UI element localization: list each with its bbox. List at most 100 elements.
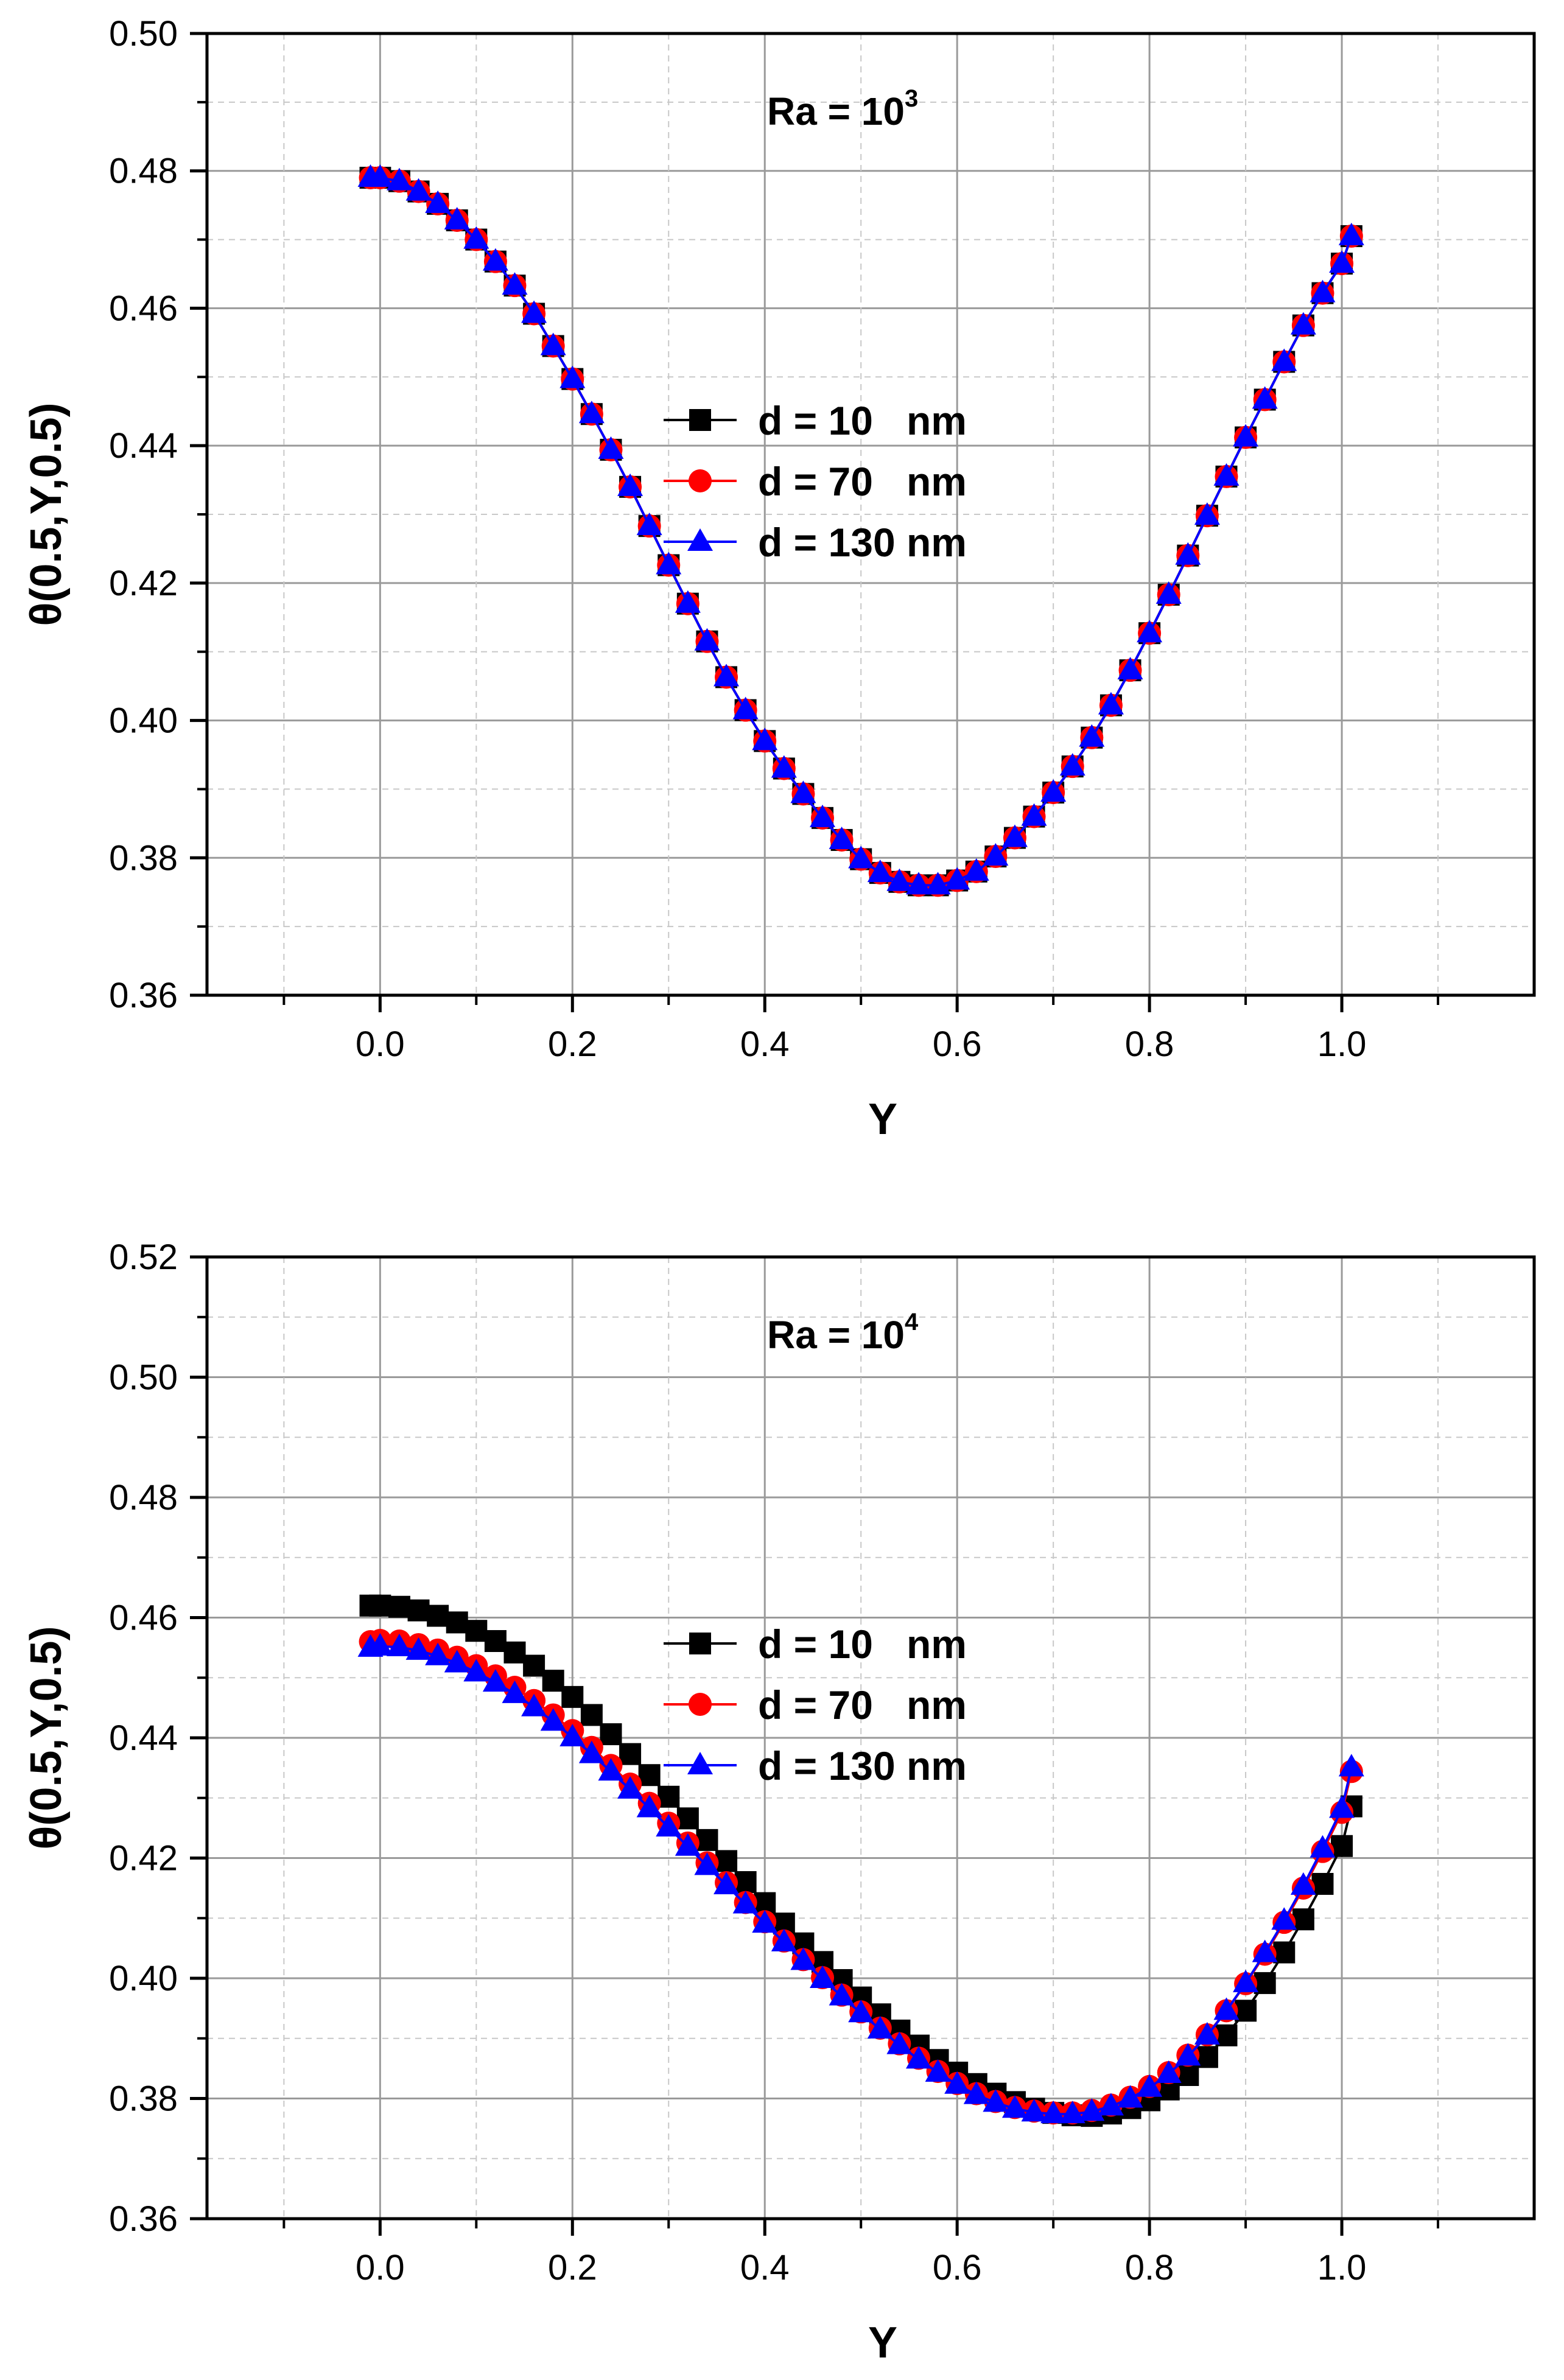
bottom-data-point-2 (675, 1833, 701, 1856)
top-x-tick-label: 0.6 (933, 1024, 982, 1064)
bottom-annotation: Ra = 104 (767, 1309, 919, 1357)
bottom-x-tick-label: 0.0 (356, 2248, 405, 2287)
top-data-point-2 (656, 551, 682, 575)
bottom-data-point-2 (405, 1637, 432, 1660)
top-data-point-2 (771, 755, 797, 778)
bottom-data-point-2 (694, 1852, 720, 1875)
top-data-point-2 (944, 867, 970, 890)
top-data-point-2 (1233, 424, 1259, 447)
top-annotation: Ra = 103 (767, 85, 918, 133)
bottom-series-2 (357, 1633, 1364, 2124)
top-data-point-2 (521, 300, 547, 323)
top-y-axis-label: θ(0.5,Y,0.5) (22, 402, 71, 626)
bottom-data-point-2 (1059, 2101, 1085, 2124)
top-data-point-2 (482, 248, 508, 271)
bottom-data-point-2 (790, 1947, 816, 1970)
top-y-tick-label: 0.38 (109, 838, 178, 878)
bottom-legend-label-1: d = 70 nm (758, 1682, 967, 1727)
top-x-tick-label: 0.4 (740, 1024, 790, 1064)
bottom-data-point-0 (676, 1807, 699, 1830)
bottom-data-point-2 (829, 1983, 855, 2006)
bottom-data-point-2 (386, 1633, 412, 1656)
top-data-point-2 (675, 590, 701, 613)
bottom-legend-marker-1 (689, 1693, 712, 1716)
top-y-tick-label: 0.48 (109, 152, 178, 191)
top-data-point-2 (1310, 279, 1336, 303)
bottom-data-point-0 (369, 1594, 391, 1617)
bottom-y-tick-label: 0.48 (109, 1478, 178, 1517)
bottom-x-tick-label: 0.4 (740, 2248, 790, 2287)
bottom-data-point-0 (427, 1605, 449, 1627)
bottom-x-tick-label: 1.0 (1317, 2248, 1367, 2287)
top-data-point-2 (905, 872, 931, 895)
bottom-data-point-2 (1310, 1835, 1336, 1858)
bottom-legend-marker-0 (689, 1633, 711, 1654)
bottom-data-point-0 (580, 1704, 603, 1726)
top-y-tick-label: 0.36 (109, 976, 178, 1015)
top-data-point-2 (1271, 348, 1297, 371)
bottom-data-point-2 (617, 1776, 643, 1799)
bottom-y-tick-label: 0.52 (109, 1237, 178, 1277)
bottom-data-point-2 (1001, 2095, 1028, 2118)
bottom-data-point-2 (521, 1693, 547, 1717)
bottom-data-point-2 (482, 1669, 508, 1692)
bottom-data-point-2 (463, 1659, 489, 1682)
bottom-data-point-2 (1040, 2101, 1067, 2124)
bottom-data-point-2 (1079, 2098, 1105, 2121)
bottom-x-tick-label: 0.6 (933, 2248, 982, 2287)
top-data-point-2 (405, 178, 432, 201)
top-data-point-2 (598, 436, 624, 459)
bottom-y-tick-label: 0.46 (109, 1598, 178, 1638)
bottom-data-point-0 (715, 1850, 738, 1872)
top-data-point-2 (983, 843, 1009, 866)
top-data-point-2 (714, 663, 740, 687)
top-data-point-2 (367, 164, 393, 187)
bottom-data-point-2 (963, 2081, 989, 2104)
bottom-data-point-2 (636, 1794, 662, 1818)
top-data-point-2 (463, 226, 489, 249)
top-y-tick-label: 0.40 (109, 701, 178, 741)
bottom-data-point-2 (1021, 2099, 1047, 2122)
bottom-data-point-2 (425, 1642, 451, 1665)
bottom-data-point-2 (983, 2089, 1009, 2112)
bottom-data-point-2 (732, 1891, 759, 1914)
bottom-data-point-0 (1311, 1872, 1334, 1895)
top-data-point-2 (1252, 386, 1278, 409)
bottom-data-point-2 (1137, 2074, 1163, 2097)
top-data-point-2 (925, 872, 951, 895)
bottom-data-point-0 (484, 1630, 507, 1653)
bottom-data-point-2 (905, 2046, 931, 2069)
bottom-data-point-2 (1329, 1795, 1355, 1818)
bottom-data-point-2 (810, 1965, 836, 1988)
bottom-y-axis-label: θ(0.5,Y,0.5) (22, 1626, 71, 1849)
top-data-point-2 (540, 332, 566, 355)
bottom-data-point-2 (771, 1928, 797, 1951)
bottom-x-tick-label: 0.8 (1125, 2248, 1174, 2287)
bottom-series-0 (359, 1594, 1362, 2127)
bottom-data-point-2 (540, 1708, 566, 1731)
bottom-data-point-2 (367, 1633, 393, 1656)
bottom-data-point-0 (446, 1611, 468, 1634)
bottom-data-point-0 (696, 1829, 718, 1851)
top-data-point-2 (1137, 620, 1163, 643)
top-y-tick-label: 0.44 (109, 426, 178, 466)
bottom-grid (207, 1257, 1534, 2219)
bottom-data-point-2 (578, 1740, 605, 1763)
bottom-x-tick-label: 0.2 (548, 2248, 597, 2287)
bottom-data-point-0 (523, 1654, 545, 1677)
bottom-legend: d = 10 nm d = 70 nm d = 130 nm (664, 1622, 967, 1788)
bottom-data-point-2 (502, 1680, 528, 1703)
bottom-data-point-2 (925, 2059, 951, 2082)
bottom-annotation-exponent: 4 (905, 1309, 919, 1335)
bottom-data-point-2 (848, 2000, 874, 2023)
top-x-tick-label: 0.8 (1125, 1024, 1174, 1064)
bottom-data-point-0 (407, 1599, 430, 1622)
top-data-point-2 (636, 513, 662, 536)
bottom-data-point-2 (1194, 2021, 1220, 2045)
top-grid (207, 33, 1534, 995)
bottom-data-point-0 (1273, 1941, 1296, 1964)
chart-ra-1e4-svg: 0.0 0.2 0.4 0.6 0.8 1.0 0.36 0.38 0.40 0.42 0.44 0.… (22, 1237, 1536, 2367)
bottom-data-point-0 (561, 1685, 584, 1708)
top-data-point-2 (867, 859, 893, 883)
bottom-data-point-0 (1292, 1908, 1314, 1931)
